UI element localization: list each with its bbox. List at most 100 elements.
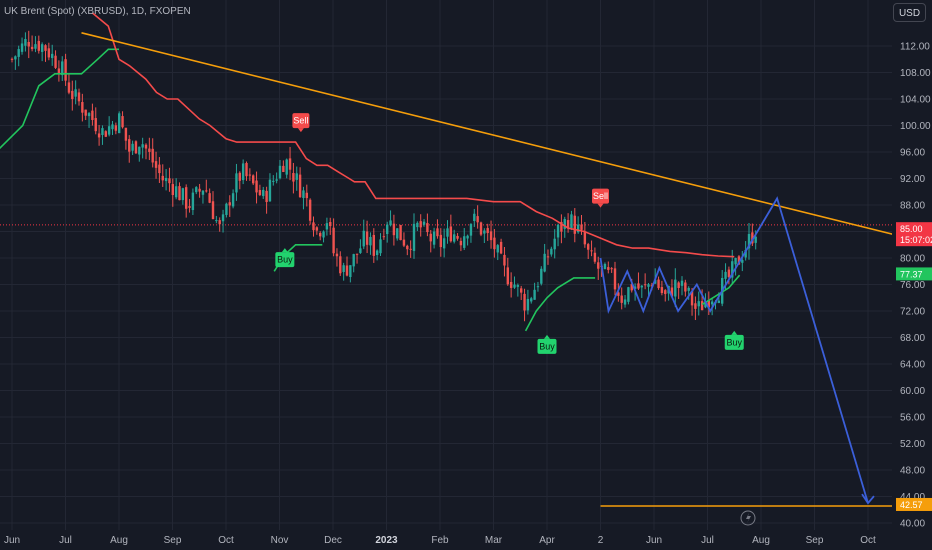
- candle: [530, 296, 533, 304]
- candle: [275, 172, 278, 184]
- candle: [84, 109, 87, 121]
- x-tick-label: Aug: [110, 535, 128, 546]
- candle: [593, 247, 597, 264]
- x-tick-label: Jun: [4, 535, 20, 546]
- candle: [24, 32, 27, 52]
- candle: [617, 283, 620, 302]
- candle: [610, 267, 613, 273]
- candle: [292, 162, 295, 194]
- candle: [91, 103, 94, 126]
- signal-label: Buy: [726, 337, 742, 347]
- candle: [235, 163, 238, 201]
- y-tick-label: 52.00: [900, 439, 925, 450]
- candle: [680, 276, 684, 296]
- supertrend-line: [0, 48, 119, 150]
- projection-path[interactable]: [599, 196, 869, 504]
- candle: [523, 288, 526, 322]
- currency-button[interactable]: USD: [893, 3, 926, 22]
- candle: [141, 137, 144, 159]
- candle: [191, 188, 195, 215]
- candle: [54, 50, 57, 69]
- candle: [566, 213, 570, 233]
- x-tick-label: Apr: [539, 535, 555, 546]
- candle: [335, 248, 339, 267]
- y-tick-label: 80.00: [900, 254, 925, 265]
- y-tick-label: 44.00: [900, 492, 925, 503]
- y-tick-label: 100.00: [900, 121, 931, 132]
- candle: [295, 166, 298, 191]
- candle: [74, 80, 77, 105]
- candle: [379, 233, 382, 257]
- candle: [362, 219, 365, 250]
- candle: [221, 209, 225, 233]
- candle: [469, 223, 473, 243]
- candle: [509, 272, 513, 298]
- x-tick-label: Aug: [752, 535, 770, 546]
- candle: [241, 159, 245, 185]
- candle: [640, 285, 643, 298]
- y-tick-label: 76.00: [900, 280, 925, 291]
- candle: [560, 214, 563, 244]
- candle: [211, 191, 215, 220]
- x-axis[interactable]: Jun Jul Aug Sep Oct Nov Dec 2023 Feb Mar Apr 2 Jun Ju…: [4, 535, 876, 546]
- candle: [178, 182, 181, 201]
- candle: [573, 208, 576, 243]
- candle: [308, 198, 312, 225]
- candle: [697, 291, 700, 316]
- candle: [87, 112, 91, 128]
- candle: [520, 285, 523, 301]
- x-tick-label: Jul: [701, 535, 714, 546]
- candle: [225, 202, 228, 218]
- candle: [248, 168, 252, 181]
- candle: [134, 140, 138, 155]
- candle: [583, 221, 587, 248]
- candle: [252, 174, 255, 186]
- candle: [20, 37, 24, 55]
- candle: [319, 231, 322, 241]
- candle: [345, 256, 349, 277]
- candle: [503, 247, 506, 277]
- projection-arrowhead: [861, 493, 875, 505]
- candle: [10, 57, 14, 63]
- candle: [339, 251, 342, 276]
- candle: [101, 125, 104, 145]
- candle: [282, 160, 285, 173]
- candle: [322, 230, 325, 243]
- candle: [349, 265, 352, 283]
- candle: [543, 243, 546, 273]
- candle: [556, 223, 560, 247]
- candle: [305, 184, 308, 207]
- candle: [17, 45, 20, 67]
- candle: [466, 234, 469, 246]
- candle: [342, 262, 345, 281]
- trendline[interactable]: [81, 32, 895, 235]
- candle: [731, 249, 734, 285]
- candle: [195, 186, 198, 195]
- candle: [118, 111, 121, 134]
- candle: [198, 183, 201, 198]
- candle: [422, 218, 426, 227]
- candle: [124, 127, 128, 150]
- candle: [533, 282, 536, 300]
- supertrend-line: [524, 277, 596, 332]
- y-axis[interactable]: 112.00 108.00 104.00 100.00 96.00 92.00 88.00 8…: [900, 42, 931, 530]
- candle: [453, 229, 456, 244]
- candle: [516, 283, 520, 297]
- candle: [506, 257, 509, 286]
- lightning-icon[interactable]: [740, 510, 756, 526]
- candle: [486, 223, 489, 241]
- signal-label: Buy: [277, 255, 293, 265]
- candle: [587, 242, 590, 259]
- candle: [44, 44, 47, 62]
- y-tick-label: 88.00: [900, 201, 925, 212]
- candle: [30, 35, 34, 52]
- candle: [623, 295, 627, 308]
- sell-signal: Sell: [592, 188, 609, 208]
- x-tick-label: 2023: [375, 535, 398, 546]
- candle: [375, 249, 379, 261]
- candle: [315, 226, 319, 235]
- candle: [228, 195, 231, 217]
- candle: [97, 125, 101, 146]
